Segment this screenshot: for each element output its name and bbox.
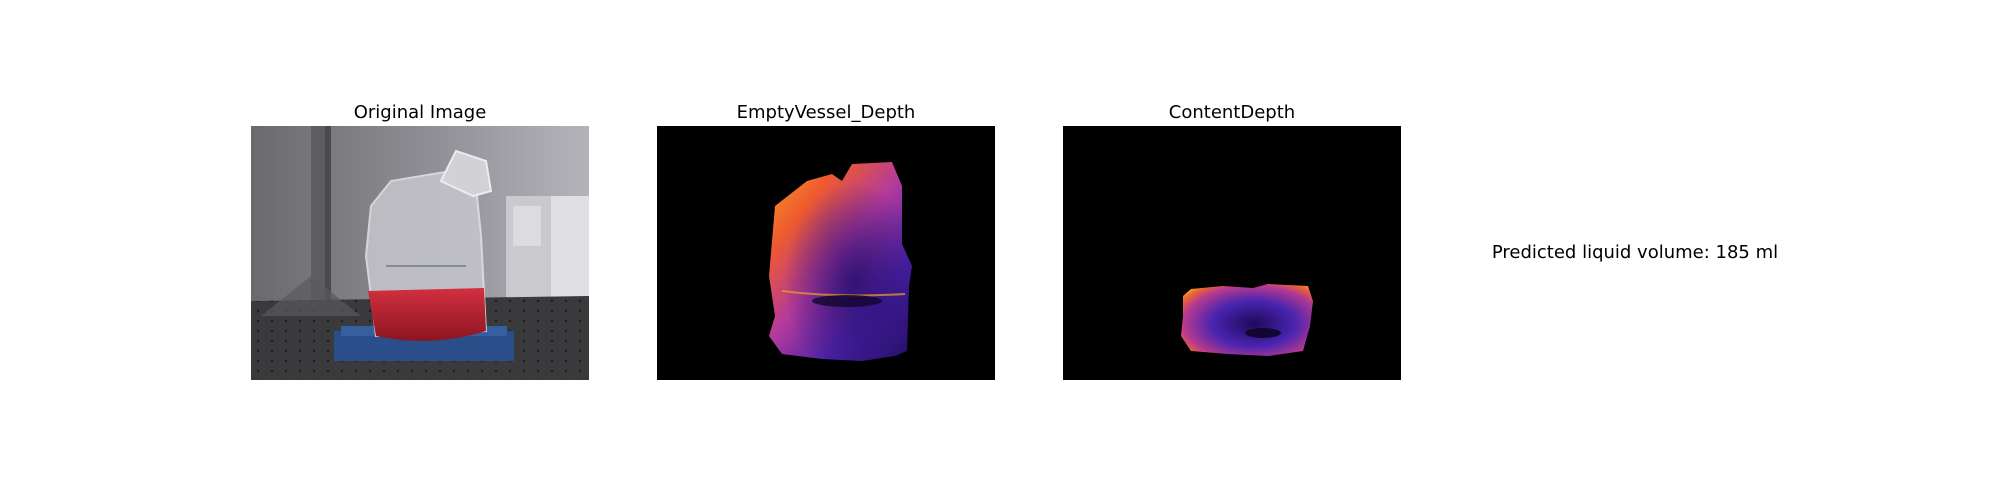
- empty-vessel-depth-map: [657, 126, 995, 380]
- original-image: [251, 126, 589, 380]
- original-image-title: Original Image: [353, 102, 487, 123]
- content-depth-map: [1063, 126, 1401, 380]
- empty-vessel-depth-title: EmptyVessel_Depth: [736, 102, 916, 123]
- predicted-volume-text: Predicted liquid volume: 185 ml: [1491, 242, 1779, 263]
- content-depth-title: ContentDepth: [1168, 102, 1296, 123]
